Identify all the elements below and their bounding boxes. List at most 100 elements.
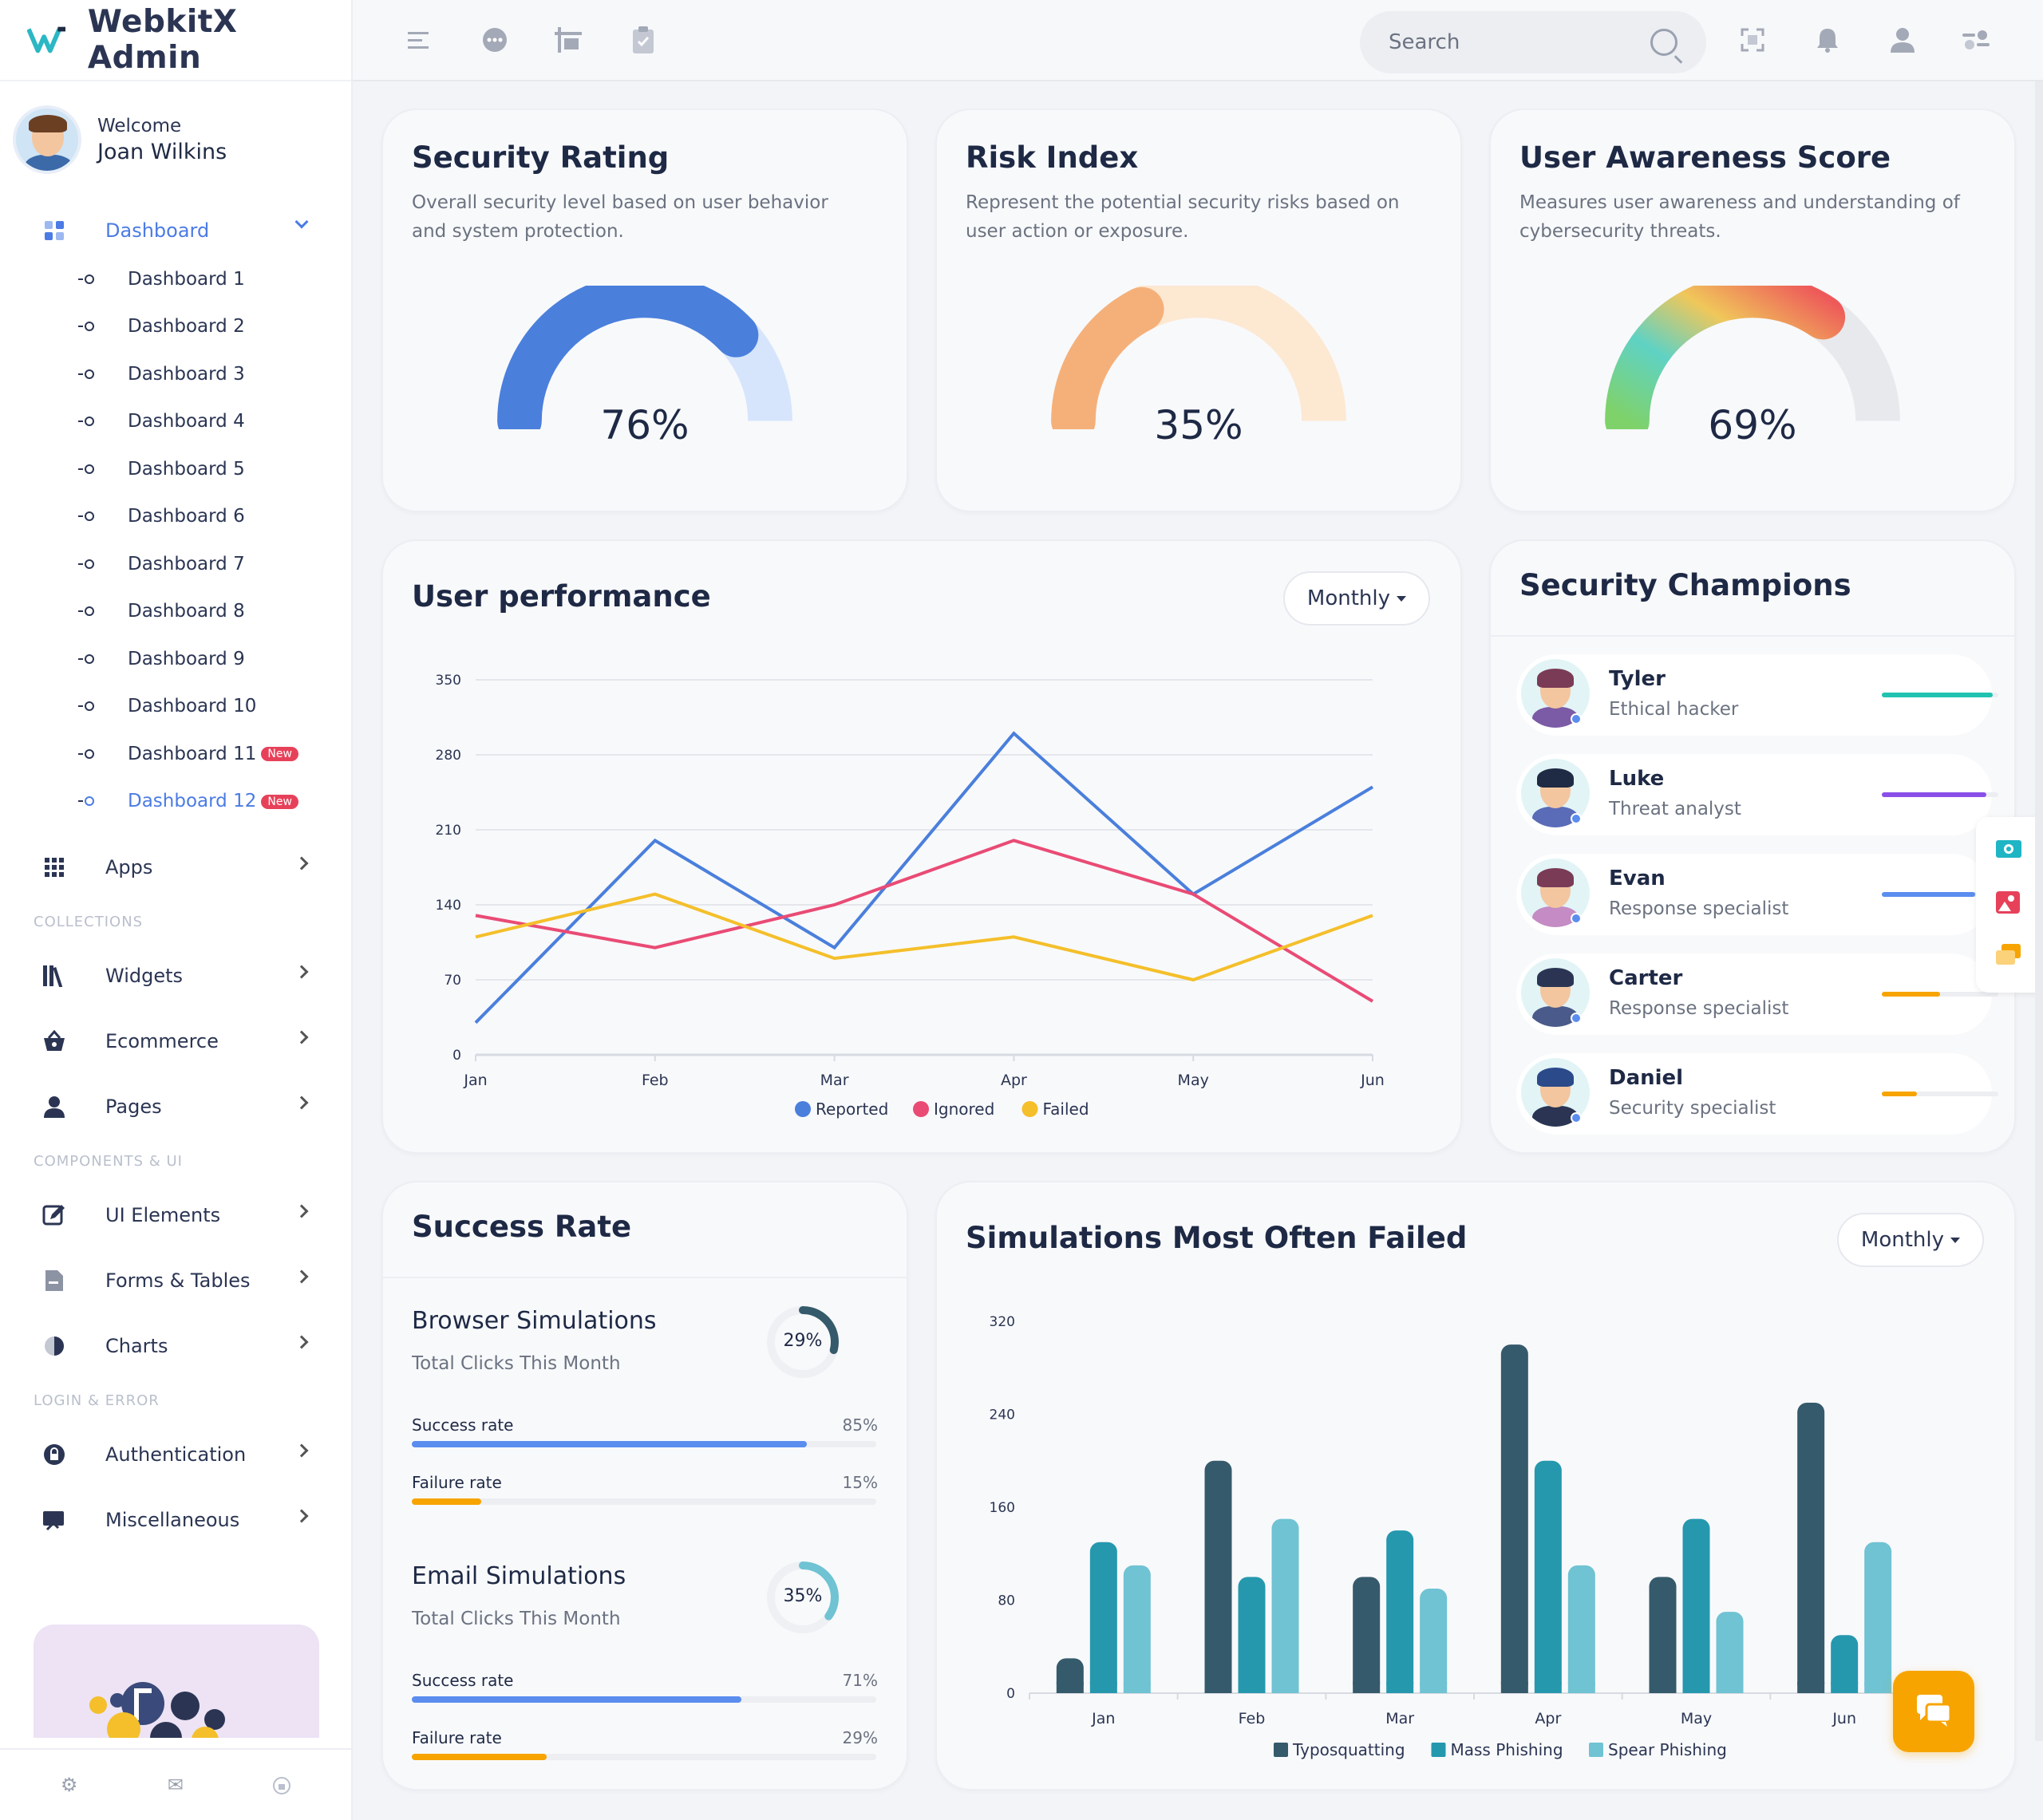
mail-icon[interactable]: ✉ (167, 1774, 184, 1796)
chat-dots-icon[interactable] (480, 26, 509, 54)
success-rate-label: Success rate (412, 1671, 514, 1690)
gauge-value: 35% (1154, 402, 1243, 448)
sidebar-item-ui-elements[interactable]: UI Elements (0, 1182, 351, 1248)
champion-row[interactable]: Daniel Security specialist (1516, 1053, 1998, 1135)
submenu-item-dashboard-3[interactable]: Dashboard 3 (0, 350, 351, 398)
bar-base (1238, 1682, 1266, 1693)
search-box[interactable] (1360, 11, 1706, 73)
avatar (13, 105, 81, 174)
caret-down-icon (1397, 595, 1406, 602)
sidebar-item-forms-tables[interactable]: Forms & Tables (0, 1248, 351, 1313)
bar-base (1649, 1682, 1677, 1693)
sidebar-item-widgets[interactable]: Widgets (0, 943, 351, 1009)
chevron-right-icon (294, 856, 309, 871)
bell-icon[interactable] (1813, 26, 1842, 54)
section-label-login: LOGIN & ERROR (34, 1392, 160, 1409)
sidebar-item-label: UI Elements (105, 1204, 221, 1226)
facebook-glyph (134, 1688, 152, 1720)
camera-icon[interactable] (1995, 838, 2022, 862)
divider (383, 1277, 907, 1278)
chat-stack-icon[interactable] (1995, 943, 2022, 970)
sidebar-item-authentication[interactable]: Authentication (0, 1422, 351, 1487)
settings-toggle-icon[interactable] (1962, 26, 1990, 54)
failure-rate-bar (412, 1754, 876, 1760)
search-icon[interactable] (1650, 29, 1677, 56)
bar-base (1864, 1682, 1892, 1693)
chevron-right-icon (294, 1269, 309, 1284)
submenu-item-dashboard-6[interactable]: Dashboard 6 (0, 493, 351, 541)
champion-row[interactable]: Evan Response specialist (1516, 854, 1998, 935)
browser-sim-title: Browser Simulations (412, 1307, 657, 1335)
champion-name: Tyler (1609, 667, 1666, 691)
champion-row[interactable]: Tyler Ethical hacker (1516, 654, 1998, 736)
chevron-down-icon (294, 215, 309, 229)
submenu-item-dashboard-4[interactable]: Dashboard 4 (0, 398, 351, 446)
legend-label: Ignored (934, 1100, 994, 1119)
submenu-item-dashboard-7[interactable]: Dashboard 7 (0, 540, 351, 588)
settings-gear-icon[interactable]: ⚙ (60, 1774, 78, 1796)
champion-role: Response specialist (1609, 998, 1789, 1019)
gauge-fill (497, 286, 759, 429)
bar-mass-phishing (1238, 1577, 1266, 1693)
success-rate-label: Success rate (412, 1415, 514, 1435)
sidebar-item-miscellaneous[interactable]: Miscellaneous (0, 1487, 351, 1553)
ring-value: 35% (783, 1586, 823, 1606)
champion-progress-bar (1882, 693, 1998, 697)
lock-outline-icon[interactable] (271, 1775, 292, 1795)
submenu-item-dashboard-8[interactable]: Dashboard 8 (0, 588, 351, 636)
period-dropdown[interactable]: Monthly (1836, 1213, 1984, 1267)
security-champions-card: Security Champions Tyler Ethical hacker … (1489, 539, 2016, 1154)
quick-tools-panel (1976, 817, 2043, 993)
legend-label: Failed (1043, 1100, 1089, 1119)
submenu-item-dashboard-1[interactable]: Dashboard 1 (0, 255, 351, 303)
submenu-item-dashboard-10[interactable]: Dashboard 10 (0, 683, 351, 731)
user-awareness-gauge (1605, 286, 1900, 429)
sidebar-item-pages[interactable]: Pages (0, 1074, 351, 1139)
submenu-item-dashboard-12[interactable]: Dashboard 12 New (0, 778, 351, 826)
bullet-icon (78, 369, 94, 379)
email-sim-subtitle: Total Clicks This Month (412, 1609, 621, 1629)
search-input[interactable] (1389, 30, 1628, 54)
failure-rate-label: Failure rate (412, 1728, 502, 1747)
success-rate-card: Success Rate Browser Simulations Total C… (381, 1181, 908, 1790)
bar-base (1534, 1682, 1562, 1693)
bullet-icon (78, 606, 94, 617)
layout-icon[interactable] (554, 26, 583, 54)
sidebar: WebkitX Admin Welcome Joan Wilkins Dashb… (0, 0, 353, 1820)
image-gallery-icon[interactable] (1995, 890, 2021, 918)
online-status-dot (1571, 1112, 1582, 1123)
user-profile[interactable]: Welcome Joan Wilkins (0, 81, 351, 177)
screen-icon (41, 1507, 67, 1533)
user-account-icon[interactable] (1888, 26, 1917, 54)
submenu-item-dashboard-9[interactable]: Dashboard 9 (0, 635, 351, 683)
sidebar-item-ecommerce[interactable]: Ecommerce (0, 1009, 351, 1074)
champion-row[interactable]: Luke Threat analyst (1516, 754, 1998, 835)
chat-fab-button[interactable] (1893, 1671, 1974, 1752)
legend-marker (1022, 1101, 1038, 1117)
bar-typosquatting (1797, 1402, 1825, 1693)
sidebar-footer: ⚙ ✉ (0, 1748, 351, 1820)
champion-row[interactable]: Carter Response specialist (1516, 953, 1998, 1035)
submenu-item-dashboard-2[interactable]: Dashboard 2 (0, 303, 351, 351)
period-dropdown[interactable]: Monthly (1282, 571, 1430, 626)
x-tick-label: May (1178, 1072, 1209, 1089)
sidebar-item-dashboard[interactable]: Dashboard (0, 206, 351, 255)
clipboard-check-icon[interactable] (629, 26, 658, 54)
fullscreen-icon[interactable] (1738, 26, 1767, 54)
dashboard-grid-icon (41, 218, 67, 243)
submenu-label: Dashboard 3 (128, 363, 245, 385)
sidebar-item-charts[interactable]: Charts (0, 1313, 351, 1379)
champion-progress-bar (1882, 792, 1998, 797)
bubble-dot-icon (110, 1693, 124, 1707)
sidebar-item-apps[interactable]: Apps (0, 835, 351, 900)
y-tick-label: 350 (436, 673, 461, 689)
page-scrollbar[interactable] (2035, 81, 2043, 1741)
submenu-item-dashboard-11[interactable]: Dashboard 11 New (0, 730, 351, 778)
bar-spear-phishing (1271, 1518, 1299, 1693)
brand[interactable]: WebkitX Admin (0, 0, 351, 81)
dropdown-value: Monthly (1860, 1228, 1944, 1252)
menu-lines-icon[interactable] (405, 26, 434, 54)
bar-typosquatting (1649, 1577, 1677, 1693)
new-badge: New (261, 747, 298, 762)
submenu-item-dashboard-5[interactable]: Dashboard 5 (0, 445, 351, 493)
